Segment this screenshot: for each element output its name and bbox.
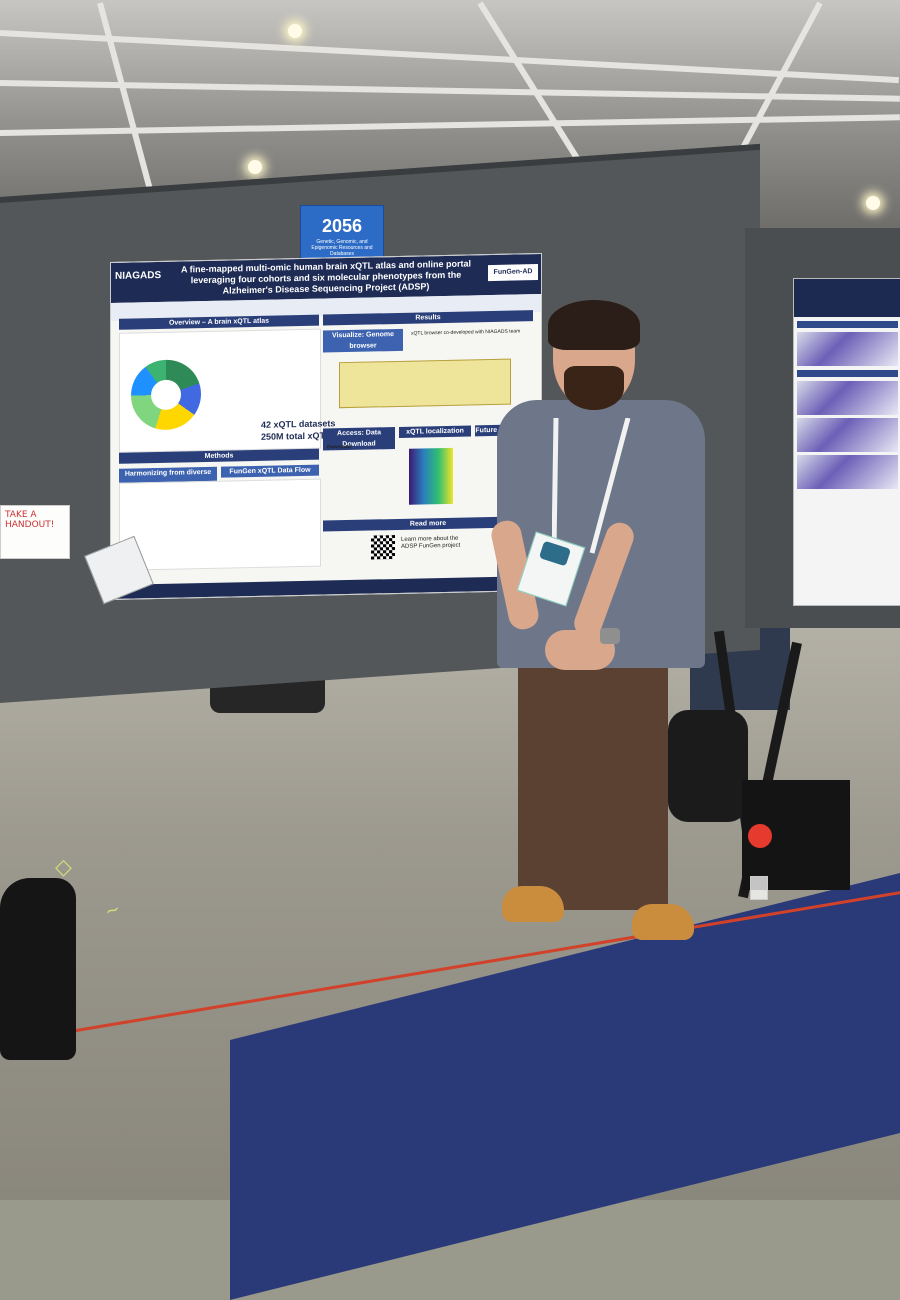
methods-diagram	[119, 478, 321, 571]
adjacent-poster	[793, 278, 900, 606]
tote-bag-logo	[748, 824, 772, 848]
plastic-cup	[750, 876, 768, 900]
presenter-shoe	[632, 904, 694, 940]
presenter-shoe	[502, 886, 564, 922]
ceiling-truss	[0, 30, 899, 84]
backpack	[668, 710, 748, 822]
genome-browser-screenshot	[339, 358, 511, 409]
board-number-sign: 2056 Genetic, Genomic, and Epigenomic Re…	[300, 205, 384, 263]
browser-note: xQTL browser co-developed with NIAGADS t…	[411, 328, 521, 337]
backpack	[0, 878, 76, 1060]
board-number: 2056	[321, 216, 363, 236]
ceiling-light	[288, 24, 302, 38]
adjacent-poster-figure	[797, 332, 898, 366]
adjacent-poster-section	[797, 321, 898, 328]
research-poster: NIAGADS A fine-mapped multi-omic human b…	[110, 252, 542, 600]
handout-note: TAKE A HANDOUT!	[0, 505, 70, 559]
visualize-heading: Visualize: Genome browser	[323, 328, 403, 353]
lanyard	[552, 418, 631, 554]
download-label: Download	[327, 443, 351, 451]
dataflow-heading: FunGen xQTL Data Flow	[221, 464, 319, 478]
wristwatch	[600, 628, 620, 644]
presenter-beard	[564, 366, 624, 410]
ceiling-beam	[97, 2, 160, 217]
fungen-logo: FunGen-AD	[488, 264, 538, 282]
ceiling-light	[866, 196, 880, 210]
poster-title: A fine-mapped multi-omic human brain xQT…	[180, 258, 472, 296]
adjacent-poster-header	[794, 279, 900, 317]
learn-more-text: Learn more about the ADSP FunGen project	[401, 535, 461, 550]
presenter-pants	[518, 640, 668, 910]
adjacent-poster-figure	[797, 381, 898, 415]
board-category: Genetic, Genomic, and Epigenomic Resourc…	[311, 239, 373, 257]
localization-heatmap	[409, 447, 453, 505]
qr-code	[371, 535, 395, 560]
localization-heading: xQTL localization	[399, 425, 471, 438]
adjacent-poster-figure	[797, 455, 898, 489]
ceiling-light	[248, 160, 262, 174]
niagads-logo: NIAGADS	[115, 269, 162, 282]
adjacent-poster-figure	[797, 418, 898, 452]
adjacent-poster-section	[797, 370, 898, 377]
chalk-mark: ◇	[55, 855, 72, 880]
presenter-hair	[548, 300, 640, 350]
